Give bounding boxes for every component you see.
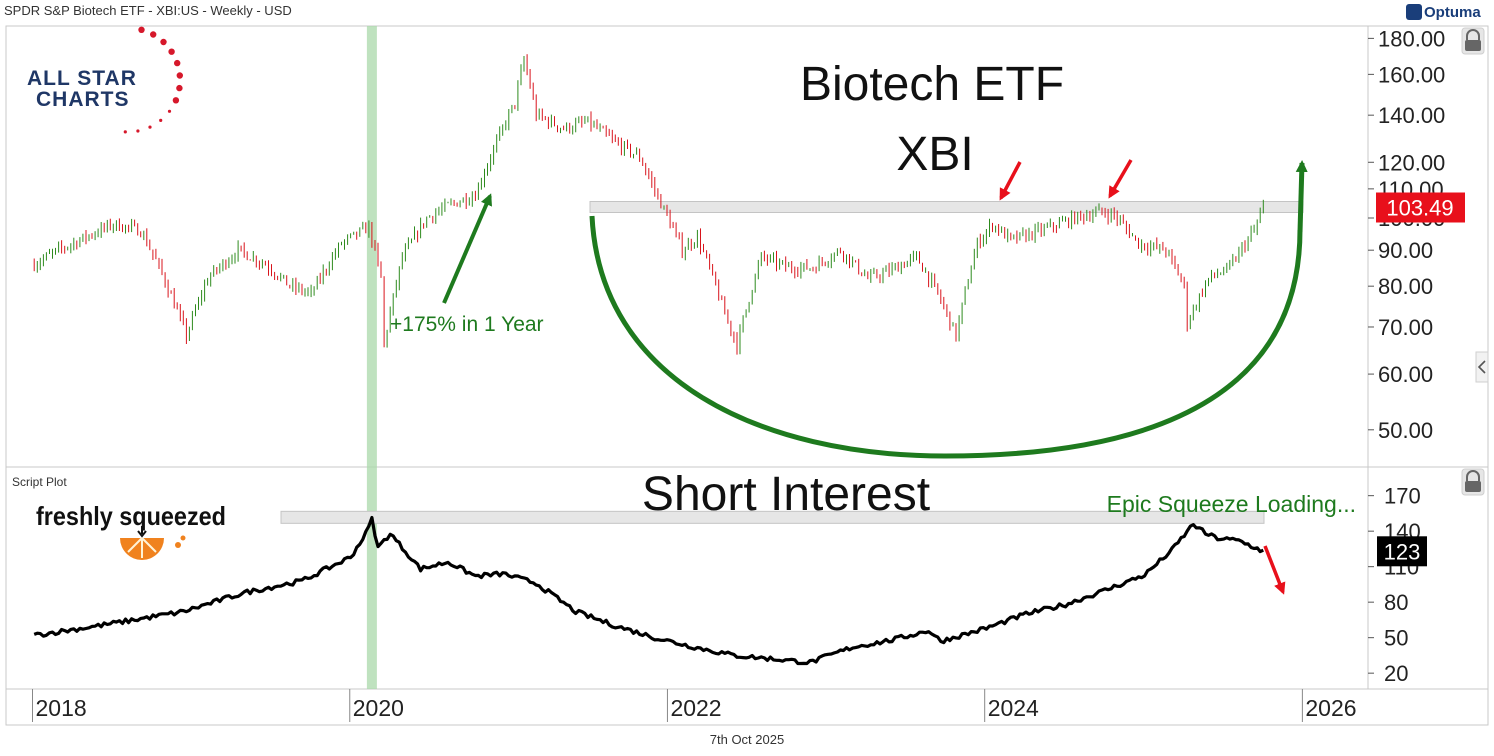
allstar-line2: CHARTS: [36, 88, 130, 111]
lock-icon[interactable]: [1461, 468, 1485, 496]
si-y-tick-label: 170: [1384, 484, 1421, 509]
price-y-tick-label: 120.00: [1378, 150, 1445, 175]
logo-star: [138, 26, 145, 33]
juice-drop-icon: [175, 542, 181, 548]
last-short-interest-badge: 123: [1377, 536, 1427, 567]
collapse-chevron-icon[interactable]: [1475, 351, 1489, 383]
price-y-tick-label: 180.00: [1378, 26, 1445, 51]
price-y-tick-label: 90.00: [1378, 238, 1433, 263]
last-short-interest-value: 123: [1384, 539, 1421, 564]
logo-star: [174, 59, 181, 67]
chart-title-line1: Biotech ETF: [800, 58, 1064, 111]
logo-star: [150, 31, 157, 38]
price-y-tick-label: 50.00: [1378, 418, 1433, 443]
gain-label: +175% in 1 Year: [390, 313, 544, 336]
last-price-badge: 103.49: [1376, 192, 1465, 223]
orange-wedges: [127, 537, 157, 558]
logo-star: [176, 72, 183, 79]
x-tick-label: 2026: [1305, 695, 1356, 721]
logo-star: [176, 84, 183, 92]
x-axis: 2018 2020 2022 2024 2026: [32, 689, 1357, 722]
highlight-band-2020: [366, 26, 377, 689]
price-y-tick-label: 160.00: [1378, 62, 1445, 87]
logo-star: [172, 97, 180, 104]
price-y-tick-label: 60.00: [1378, 362, 1433, 387]
script-plot-label: Script Plot: [12, 475, 67, 489]
script-plot-title: Short Interest: [642, 468, 930, 521]
x-tick-label: 2024: [988, 695, 1039, 721]
gain-arrow: [442, 193, 492, 304]
last-price-value: 103.49: [1386, 196, 1453, 221]
optuma-text: Optuma: [1424, 4, 1481, 21]
logo-star: [168, 48, 175, 55]
logo-star: [167, 109, 172, 113]
chart-title-line2: XBI: [896, 128, 973, 181]
price-panel: [5, 25, 1369, 468]
squeeze-annotation: Epic Squeeze Loading...: [1107, 491, 1356, 517]
short-interest-line: [33, 515, 1264, 666]
short-interest-ceiling-band: [280, 510, 1265, 524]
allstar-line1: ALL STAR: [27, 67, 137, 90]
cup-arc-arrow: [1295, 160, 1308, 233]
logo-star: [136, 129, 140, 133]
freshly-text: freshly squeezed: [36, 501, 226, 531]
logo-star: [123, 130, 127, 134]
short-interest-series: [33, 515, 1264, 666]
price-y-tick-label: 80.00: [1378, 274, 1433, 299]
red-arrow-short-interest: [1263, 545, 1286, 595]
price-y-tick-label: 140.00: [1378, 103, 1445, 128]
price-resistance-band: [589, 201, 1304, 214]
red-arrow-right: [1108, 159, 1133, 199]
logo-star: [160, 38, 167, 46]
price-candles: [33, 54, 1264, 355]
logo-star-ring: [123, 26, 183, 134]
si-y-tick-label: 50: [1384, 626, 1408, 651]
logo-star: [159, 118, 163, 122]
price-y-axis: 180.00160.00140.00120.00110.00100.0090.0…: [1368, 26, 1445, 443]
y-axis-frame-script: [1367, 466, 1489, 690]
red-arrow-left: [999, 161, 1022, 201]
juice-drop-icon: [180, 535, 186, 541]
lock-icon[interactable]: [1461, 27, 1485, 55]
allstar-charts-logo: ALL STAR CHARTS: [27, 26, 183, 134]
down-arrow-icon: [137, 526, 147, 538]
si-y-tick-label: 20: [1384, 661, 1408, 686]
si-y-tick-label: 80: [1384, 590, 1408, 615]
x-tick-label: 2022: [670, 695, 721, 721]
x-tick-label: 2018: [36, 695, 87, 721]
chart-date: 7th Oct 2025: [709, 732, 785, 747]
cup-arc: [589, 215, 1303, 459]
freshly-squeezed-logo: freshly squeezed: [36, 501, 226, 560]
x-axis-band: [5, 688, 1489, 726]
x-tick-label: 2020: [353, 695, 404, 721]
logo-star: [148, 125, 152, 129]
optuma-logo: Optuma: [1406, 4, 1481, 21]
chart-header-title: SPDR S&P Biotech ETF - XBI:US - Weekly -…: [4, 3, 292, 18]
optuma-mark-icon: [1406, 4, 1422, 20]
price-y-tick-label: 70.00: [1378, 315, 1433, 340]
resistance-zone: [280, 201, 1304, 524]
